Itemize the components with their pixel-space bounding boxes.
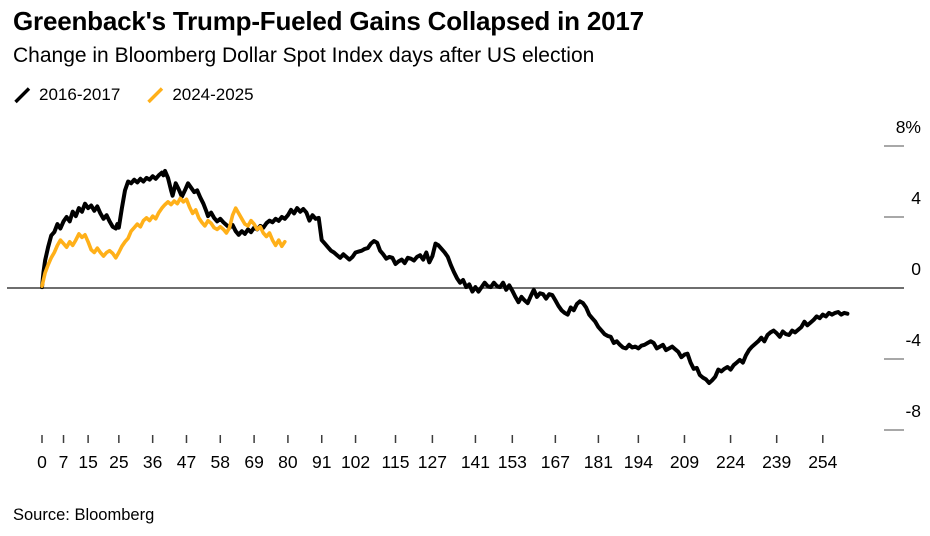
legend-item-2024-2025: 2024-2025	[146, 85, 254, 105]
x-axis-label: 47	[177, 452, 196, 472]
x-axis-label: 91	[312, 452, 331, 472]
legend: 2016-2017 2024-2025	[13, 85, 254, 105]
y-axis-label: -8	[905, 401, 921, 421]
x-axis-label: 15	[78, 452, 97, 472]
x-axis-label: 58	[211, 452, 230, 472]
x-axis-label: 0	[37, 452, 47, 472]
x-axis-label: 80	[278, 452, 298, 472]
y-axis-label: 8%	[896, 117, 921, 137]
chart-subtitle: Change in Bloomberg Dollar Spot Index da…	[13, 44, 595, 67]
chart-title: Greenback's Trump-Fueled Gains Collapsed…	[13, 6, 644, 36]
x-axis-label: 25	[109, 452, 128, 472]
x-axis-label: 167	[541, 452, 570, 472]
legend-label-2024-2025: 2024-2025	[172, 85, 254, 104]
source-note: Source: Bloomberg	[13, 506, 155, 524]
plot-lines	[40, 168, 850, 385]
x-axis-label: 36	[143, 452, 162, 472]
x-axis-label: 254	[808, 452, 837, 472]
y-axis-label: 4	[911, 188, 921, 208]
legend-label-2016-2017: 2016-2017	[39, 85, 121, 104]
x-axis-label: 127	[418, 452, 447, 472]
x-axis-label: 141	[461, 452, 490, 472]
x-axis-label: 224	[716, 452, 745, 472]
x-axis-label: 209	[670, 452, 699, 472]
series-line-2016-2017	[40, 168, 850, 385]
y-axis: 8% 4 0 -4 -8	[884, 117, 921, 431]
x-axis-label: 7	[59, 452, 69, 472]
x-axis-label: 69	[244, 452, 263, 472]
y-axis-label: -4	[905, 330, 921, 350]
series-line-2024-2025	[40, 196, 287, 289]
x-axis-label: 194	[624, 452, 653, 472]
x-axis-label: 239	[762, 452, 791, 472]
legend-slash-2024-2025-icon	[147, 86, 164, 103]
x-axis-label: 153	[498, 452, 527, 472]
y-axis-label: 0	[911, 259, 921, 279]
legend-item-2016-2017: 2016-2017	[13, 85, 120, 105]
x-axis: 0 7 15 25 36 47 58 69 80 91 102 115 127 141 153 167 181 1…	[37, 435, 838, 472]
x-axis-label: 115	[382, 452, 410, 472]
legend-slash-2016-2017-icon	[14, 86, 31, 103]
x-axis-label: 181	[584, 452, 613, 472]
x-axis-label: 102	[341, 452, 370, 472]
